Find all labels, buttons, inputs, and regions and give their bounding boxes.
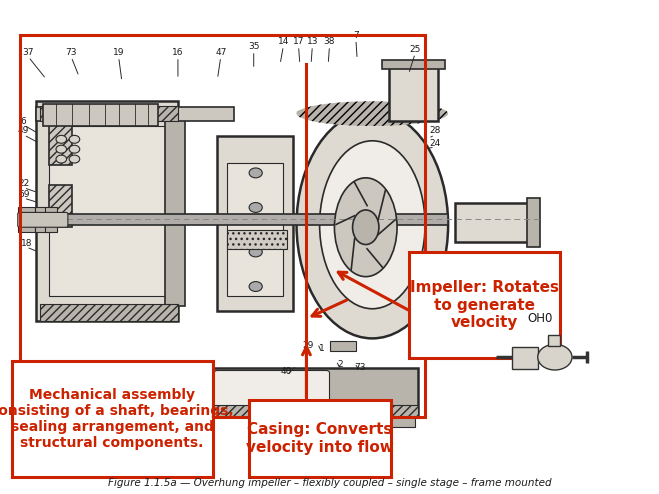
FancyBboxPatch shape	[389, 64, 438, 121]
Bar	[217, 136, 293, 311]
FancyBboxPatch shape	[18, 212, 68, 227]
Text: 14: 14	[277, 38, 289, 46]
Circle shape	[538, 344, 572, 370]
Bar	[527, 198, 540, 247]
FancyBboxPatch shape	[36, 101, 178, 321]
Text: 25: 25	[409, 45, 421, 54]
Ellipse shape	[297, 101, 448, 126]
Circle shape	[69, 155, 80, 163]
Bar	[548, 335, 560, 346]
Bar	[165, 119, 185, 306]
Bar	[249, 400, 391, 477]
Text: Casing: Converts
velocity into flow: Casing: Converts velocity into flow	[246, 422, 393, 455]
Bar	[40, 415, 72, 427]
Bar	[49, 124, 72, 165]
Bar	[36, 368, 418, 417]
Circle shape	[69, 145, 80, 153]
FancyBboxPatch shape	[72, 370, 188, 415]
Text: 16: 16	[172, 48, 184, 57]
Text: 37: 37	[22, 48, 34, 57]
Bar	[455, 203, 534, 242]
Text: 35: 35	[248, 42, 260, 51]
Text: 2: 2	[337, 360, 343, 369]
Text: 18: 18	[20, 239, 32, 247]
Text: 47: 47	[215, 48, 227, 57]
Circle shape	[56, 145, 67, 153]
Circle shape	[69, 135, 80, 143]
Bar	[382, 415, 415, 427]
Bar	[20, 5, 573, 430]
Circle shape	[56, 135, 67, 143]
Text: 7: 7	[353, 31, 358, 40]
Bar	[382, 60, 445, 69]
Bar	[20, 35, 425, 417]
Ellipse shape	[297, 111, 448, 338]
Circle shape	[249, 203, 262, 212]
Ellipse shape	[320, 141, 425, 309]
Text: 40: 40	[281, 367, 293, 376]
Text: 73: 73	[354, 363, 366, 371]
Circle shape	[249, 247, 262, 257]
Bar	[409, 252, 560, 358]
Text: 19: 19	[113, 48, 125, 57]
Text: 28: 28	[429, 126, 441, 135]
Text: 22: 22	[18, 179, 30, 188]
Bar	[227, 163, 283, 296]
Ellipse shape	[335, 178, 397, 277]
Bar	[18, 207, 35, 232]
Bar	[36, 107, 234, 121]
Bar	[45, 207, 57, 232]
Text: 1: 1	[319, 344, 324, 353]
Text: 24: 24	[429, 139, 441, 148]
Text: Figure 1.1.5a — Overhung impeller – flexibly coupled – single stage – frame moun: Figure 1.1.5a — Overhung impeller – flex…	[107, 478, 552, 488]
Bar	[409, 341, 435, 351]
Text: 6: 6	[21, 117, 26, 125]
Text: 73: 73	[65, 48, 77, 57]
Bar	[40, 106, 178, 121]
Circle shape	[56, 155, 67, 163]
Text: 69: 69	[18, 190, 30, 199]
Bar	[330, 341, 356, 351]
Bar	[40, 304, 178, 321]
Text: OH0: OH0	[528, 312, 553, 325]
Text: 13: 13	[306, 38, 318, 46]
Text: Impeller: Rotates
to generate
velocity: Impeller: Rotates to generate velocity	[410, 281, 559, 330]
FancyBboxPatch shape	[214, 370, 330, 415]
Bar	[36, 405, 418, 417]
Bar	[35, 207, 47, 232]
Bar	[49, 185, 72, 227]
Bar	[512, 347, 538, 369]
Text: 38: 38	[324, 38, 335, 46]
Bar	[49, 126, 165, 296]
Text: 29: 29	[302, 341, 314, 350]
Bar	[12, 361, 213, 477]
Circle shape	[249, 168, 262, 178]
Circle shape	[249, 282, 262, 291]
Text: 49: 49	[18, 126, 30, 135]
Text: 17: 17	[293, 38, 304, 46]
Text: Mechanical assembly
consisting of a shaft, bearings,
sealing arrangement, and
st: Mechanical assembly consisting of a shaf…	[0, 388, 234, 450]
FancyBboxPatch shape	[43, 104, 158, 126]
Ellipse shape	[353, 210, 379, 245]
Bar	[33, 214, 448, 225]
Bar	[227, 230, 287, 249]
